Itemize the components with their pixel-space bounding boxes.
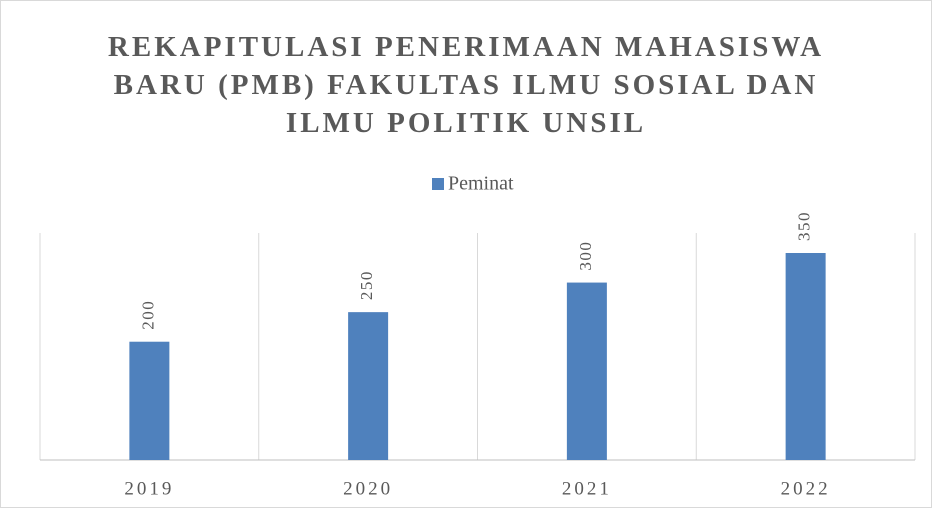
legend-swatch — [432, 178, 444, 190]
data-label: 200 — [138, 300, 157, 330]
legend-label: Peminat — [448, 173, 514, 195]
x-tick-label: 2022 — [781, 478, 831, 499]
x-tick-label: 2019 — [124, 478, 174, 499]
bar — [348, 312, 389, 460]
bar — [129, 341, 170, 460]
x-tick-label: 2020 — [343, 478, 393, 499]
bar — [785, 253, 826, 460]
x-tick-label: 2021 — [562, 478, 612, 499]
data-label: 250 — [357, 270, 376, 300]
bar — [566, 282, 607, 460]
data-label: 350 — [795, 211, 814, 241]
chart-title: REKAPITULASI PENERIMAAN MAHASISWA BARU (… — [107, 31, 825, 139]
data-label: 300 — [576, 241, 595, 271]
